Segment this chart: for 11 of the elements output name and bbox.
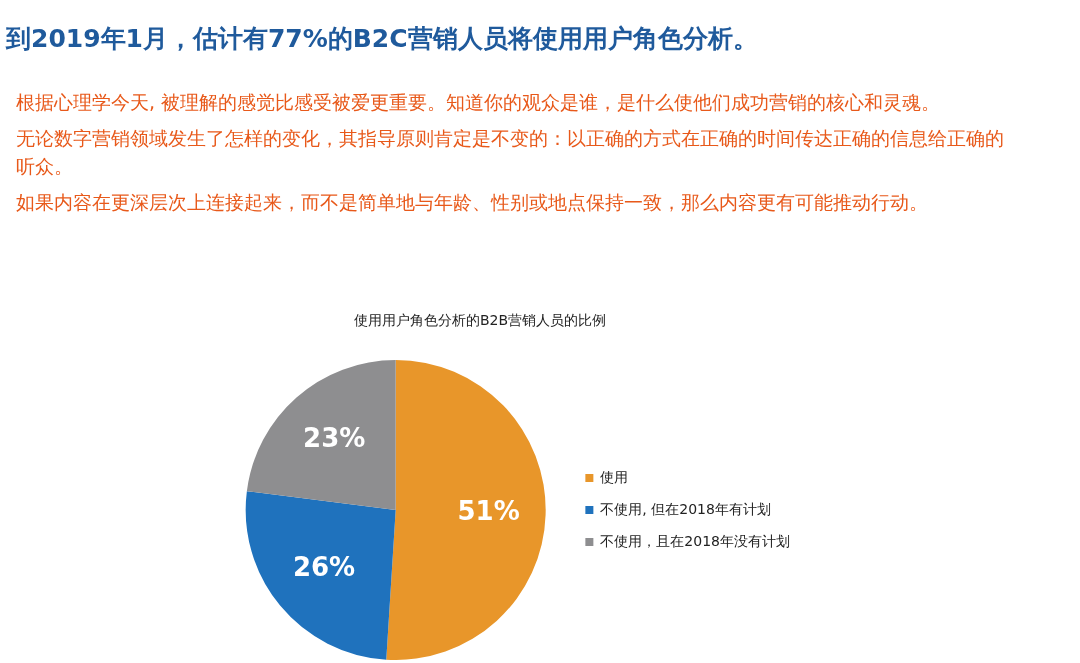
chart-subtitle: 使用用户角色分析的B2B营销人员的比例 <box>352 312 608 330</box>
chart-title: 到2019年1月，估计有77%的B2C营销人员将使用用户角色分析。 <box>6 23 758 55</box>
legend-label: 使用 <box>600 468 629 485</box>
data-label: 26% <box>292 552 356 583</box>
text: 如果内容在更深层次上连接起来，而不是简单地与年龄、性别或地点保持一致，那么内容更有可能推动行动。 <box>16 190 929 215</box>
data-label: 23% <box>303 422 366 453</box>
text: 根据心理学今天, 被理解的感觉比感受被爱更重要。知道你的观众是谁，是什么使他们成功营销的核心和灵魂。 <box>16 90 942 115</box>
text: 无论数字营销领域发生了怎样的变化，其指导原则肯定是不变的：以正确的方式在正确的时间传达正确的信息给正确的听众。 <box>16 126 1005 179</box>
data-label: 51% <box>457 495 520 526</box>
legend-label: 不使用, 但在2018年有计划 <box>600 500 771 517</box>
legend-label: 不使用，且在2018年没有计划 <box>600 532 791 549</box>
